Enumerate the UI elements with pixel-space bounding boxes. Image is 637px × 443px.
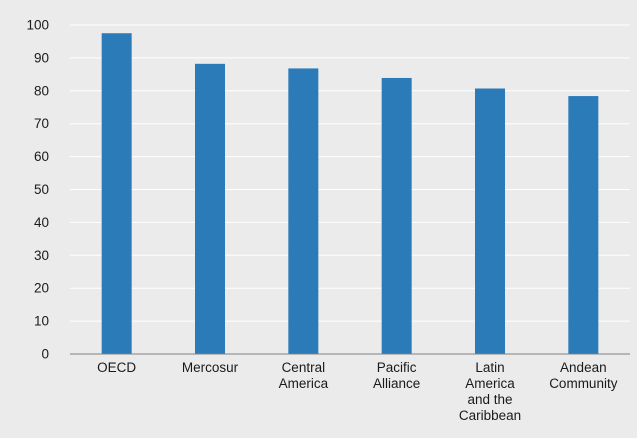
y-tick-label: 0 bbox=[41, 347, 49, 362]
bar bbox=[568, 96, 599, 355]
x-tick-label-line: Community bbox=[549, 376, 618, 391]
x-tick-label-line: and the bbox=[467, 392, 512, 407]
x-tick-label-line: America bbox=[465, 376, 515, 391]
bar bbox=[195, 63, 225, 355]
x-tick-label: Pacific Alliance bbox=[373, 360, 420, 391]
x-tick-label: Central America bbox=[279, 360, 329, 391]
y-tick-label: 80 bbox=[34, 83, 49, 98]
y-tick-label: 60 bbox=[34, 149, 49, 164]
x-tick-label-line: Alliance bbox=[373, 376, 420, 391]
bar bbox=[101, 33, 132, 354]
x-tick-label: Latin America and the Caribbean bbox=[459, 360, 521, 423]
x-tick-label: OECD bbox=[97, 360, 136, 375]
y-tick-label: 40 bbox=[34, 215, 49, 230]
y-tick-label: 90 bbox=[34, 50, 49, 65]
y-tick-label: 70 bbox=[34, 116, 49, 131]
x-tick-label-line: Andean bbox=[560, 360, 607, 375]
x-tick-label: Andean Community bbox=[549, 360, 618, 391]
x-tick-label-line: Latin bbox=[475, 360, 504, 375]
bar bbox=[475, 88, 505, 354]
y-axis-tick-labels: 0 10 20 30 40 50 60 70 80 90 100 bbox=[26, 18, 49, 362]
bars bbox=[101, 33, 599, 355]
y-tick-label: 20 bbox=[34, 281, 49, 296]
y-tick-label: 10 bbox=[34, 314, 49, 329]
y-tick-label: 30 bbox=[34, 248, 49, 263]
x-tick-label-line: Central bbox=[282, 360, 326, 375]
x-tick-label-line: America bbox=[279, 376, 329, 391]
gridlines bbox=[70, 24, 630, 322]
y-tick-label: 100 bbox=[26, 18, 49, 33]
x-tick-label-line: OECD bbox=[97, 360, 136, 375]
bar bbox=[288, 68, 319, 354]
x-tick-label-line: Mercosur bbox=[182, 360, 239, 375]
x-tick-label-line: Pacific bbox=[377, 360, 417, 375]
x-tick-label-line: Caribbean bbox=[459, 408, 521, 423]
bar bbox=[381, 77, 412, 355]
x-tick-label: Mercosur bbox=[182, 360, 239, 375]
y-tick-label: 50 bbox=[34, 182, 49, 197]
